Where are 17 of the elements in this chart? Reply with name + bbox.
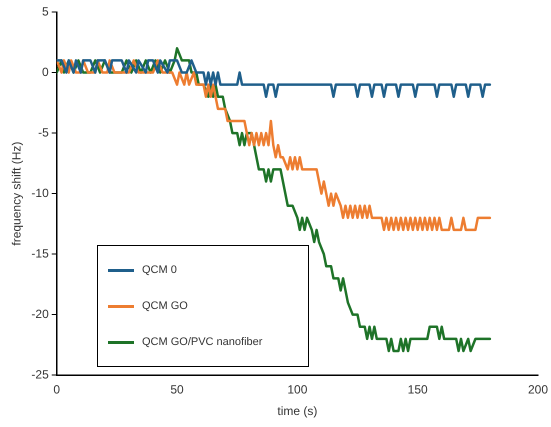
legend-label: QCM GO — [142, 300, 188, 312]
y-axis-title: frequency shift (Hz) — [10, 142, 24, 246]
x-axis-title: time (s) — [277, 404, 318, 418]
y-tick-label: 5 — [42, 4, 50, 18]
x-tick-label: 50 — [170, 382, 184, 397]
y-tick-label: -15 — [31, 246, 50, 260]
x-tick-label: 0 — [53, 382, 60, 397]
y-tick-label: -5 — [38, 125, 50, 140]
y-tick-label: -25 — [31, 368, 50, 382]
y-tick-label: -20 — [31, 306, 50, 321]
x-tick-label: 200 — [528, 382, 548, 397]
x-tick-label: 100 — [287, 382, 308, 397]
x-tick-label: 150 — [408, 382, 428, 397]
legend-label: QCM 0 — [142, 264, 177, 276]
y-tick-label: 0 — [42, 64, 50, 79]
y-tick-label: -10 — [31, 186, 50, 200]
legend-label: QCM GO/PVC nanofiber — [142, 336, 262, 348]
